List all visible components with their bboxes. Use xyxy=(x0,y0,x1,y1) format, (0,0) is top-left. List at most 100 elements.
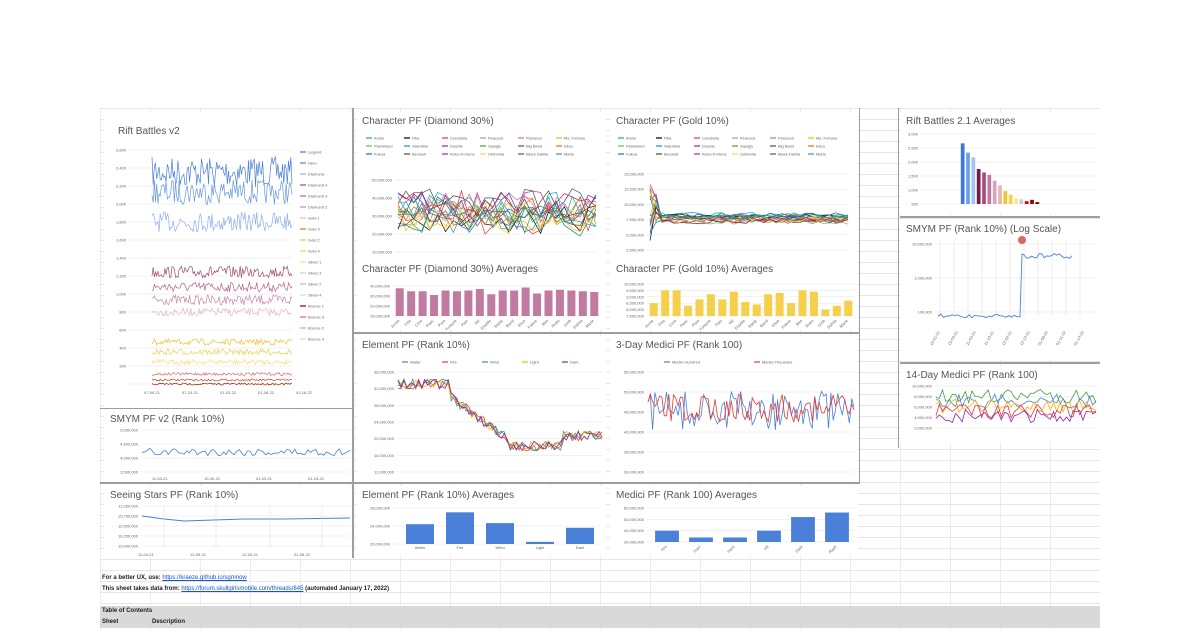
chart-medici-averages[interactable]: Medici PF (Rank 100) Averages 60,000,000… xyxy=(610,486,858,556)
chart-title: Character PF (Diamond 30%) Averages xyxy=(362,264,539,275)
bar xyxy=(1008,194,1013,204)
bar xyxy=(729,291,738,316)
chart-rift-battles-v2[interactable]: Rift Battles v2 2,600 2,400 2,200 2,000 1,80… xyxy=(104,112,352,408)
series-line xyxy=(397,188,597,218)
legend-label: Valentine xyxy=(664,144,681,149)
bar xyxy=(684,305,693,316)
tick-label: 45,000,000 xyxy=(624,410,645,415)
bar xyxy=(555,289,564,316)
tick-label: 24,000,000 xyxy=(374,420,395,425)
series-line xyxy=(649,188,849,223)
chart-svg: Medici Hundred Medici Thousand 55,000,000 5… xyxy=(624,360,855,475)
source-suffix: (automated January 17, 2022) xyxy=(303,586,390,592)
chart-svg: 3,000 2,500 2,000 1,500 1,000 500 xyxy=(908,132,1096,207)
legend-label: Filia xyxy=(412,136,420,141)
category-label: Marie xyxy=(584,318,595,329)
tick-label: 3,500,000 xyxy=(120,470,139,475)
category-label: Eliza xyxy=(517,318,527,328)
tick-label: 2,600 xyxy=(116,148,127,153)
legend-label: Gold 2 xyxy=(308,238,321,243)
legend-label: Fire xyxy=(450,360,458,365)
legend-label: Diamond xyxy=(308,172,324,177)
tick-label: 600 xyxy=(119,328,126,333)
chart-3day-medici[interactable]: 3-Day Medici PF (Rank 100) Medici Hundre… xyxy=(610,336,858,482)
series-line xyxy=(151,378,293,382)
chart-smym-log-scale[interactable]: SMYM PF (Rank 10%) (Log Scale) 10,000,00… xyxy=(900,220,1100,360)
tick-label: 20,000,000 xyxy=(372,232,393,237)
category-label: Light xyxy=(536,545,546,550)
series-line xyxy=(397,189,597,220)
legend-label: Diamond 3 xyxy=(308,194,328,199)
bar xyxy=(798,290,807,316)
series-line xyxy=(937,253,1073,319)
x-tick-label: 01-15-22 xyxy=(308,476,325,481)
x-tick-label: 10-01-21 xyxy=(929,329,942,346)
legend-label: Wind xyxy=(490,360,499,365)
x-tick-label: 07-09-21 xyxy=(144,390,161,395)
chart-seeing-stars[interactable]: Seeing Stars PF (Rank 10%) 11,000,000 10,… xyxy=(104,486,352,558)
source-link[interactable]: https://forum.skullgirlsmobile.com/threa… xyxy=(181,586,304,592)
chart-svg: 60,000,000 50,000,000 40,000,000 30,000,000… xyxy=(624,506,854,554)
chart-svg: Water Fire Wind Light Dark 38,000,000 32,000,0… xyxy=(374,360,603,475)
chart-element-pf[interactable]: Element PF (Rank 10%) Water Fire Wind Light… xyxy=(356,336,606,482)
legend-label: Silver 4 xyxy=(308,293,322,298)
bar xyxy=(689,537,713,542)
chart-svg: 5,000,000 4,500,000 4,000,000 3,500,000 11-0… xyxy=(120,428,351,481)
tick-label: 9,000,000 xyxy=(626,294,645,299)
category-label: Fukua xyxy=(526,318,538,330)
tick-label: 10,000,000 xyxy=(372,250,393,255)
ux-link[interactable]: https://kraeze.github.io/sgmnow xyxy=(162,575,247,581)
tick-label: 1,000 xyxy=(116,292,127,297)
bar xyxy=(775,292,784,316)
category-label: Double xyxy=(479,318,492,330)
chart-element-averages[interactable]: Element PF (Rank 10%) Averages 28,000,00… xyxy=(356,486,606,556)
x-tick-label: 11-03-21 xyxy=(965,329,978,346)
chart-smym-v2[interactable]: SMYM PF v2 (Rank 10%) 5,000,000 4,500,000… xyxy=(104,410,352,484)
chart-14day-medici[interactable]: 14-Day Medici PF (Rank 100) 10,000,000 8,… xyxy=(900,366,1100,442)
tick-label: 4,000,000 xyxy=(120,456,139,461)
bar xyxy=(672,290,681,316)
tick-label: 1,800 xyxy=(116,220,127,225)
legend-label: Black Dahlia xyxy=(526,152,549,157)
chart-character-diamond[interactable]: Character PF (Diamond 30%) Annie Filia Cer… xyxy=(356,112,606,260)
tick-label: 8,000,000 xyxy=(914,394,933,399)
legend-label: Cerebella xyxy=(450,136,468,141)
series-line xyxy=(397,377,603,452)
bar xyxy=(406,524,434,544)
legend-label: Gold 3 xyxy=(308,227,321,232)
series-line xyxy=(141,447,351,457)
legend-label: Silver 1 xyxy=(308,260,322,265)
category-label: Para xyxy=(437,318,447,328)
series-line xyxy=(649,205,849,225)
legend-label: Beowulf xyxy=(664,152,679,157)
tick-label: 40,000,000 xyxy=(624,528,645,533)
legend-label: Silver 2 xyxy=(308,282,322,287)
tick-label: 5,000,000 xyxy=(626,232,645,237)
x-tick-label: 12-02-21 xyxy=(1001,329,1014,346)
chart-rift-battles-2-1-averages[interactable]: Rift Battles 2.1 Averages 3,000 2,500 2,00… xyxy=(900,112,1100,214)
tick-label: 55,000,000 xyxy=(624,370,645,375)
tick-label: 7,500,000 xyxy=(626,217,645,222)
tick-label: 10,250,000 xyxy=(118,534,139,539)
series-line xyxy=(935,393,1097,409)
category-label: Fortune xyxy=(698,318,712,330)
legend-label: Robo-Fortune xyxy=(702,152,727,157)
chart-character-gold-averages[interactable]: Character PF (Gold 10%) Averages 10,000,… xyxy=(610,260,858,330)
chart-svg: 28,000,000 24,000,000 20,000,000 Water Fire W… xyxy=(370,506,600,550)
legend-label: Cerebella xyxy=(702,136,720,141)
x-tick-label: 11-04-21 xyxy=(138,552,154,557)
x-tick-label: 01-14-22 xyxy=(1073,329,1086,346)
chart-character-diamond-averages[interactable]: Character PF (Diamond 30%) Averages 40,0… xyxy=(356,260,606,330)
ux-note: For a better UX, use: https://kraeze.git… xyxy=(102,575,247,581)
tick-label: 10,000,000 xyxy=(912,242,933,247)
legend-label: Legend xyxy=(308,150,321,155)
legend-label: Eliza xyxy=(564,144,573,149)
category-label: Filia xyxy=(657,318,666,327)
series-line xyxy=(397,378,603,452)
chart-character-gold[interactable]: Character PF (Gold 10%) Annie Filia Cerebe… xyxy=(610,112,858,260)
legend-label: Fukua xyxy=(374,152,386,157)
category-label: Fire xyxy=(457,545,465,550)
category-label: Hanl xyxy=(692,544,701,553)
legend-label: Painwheel xyxy=(626,144,645,149)
tick-label: 15,000,000 xyxy=(624,172,645,177)
